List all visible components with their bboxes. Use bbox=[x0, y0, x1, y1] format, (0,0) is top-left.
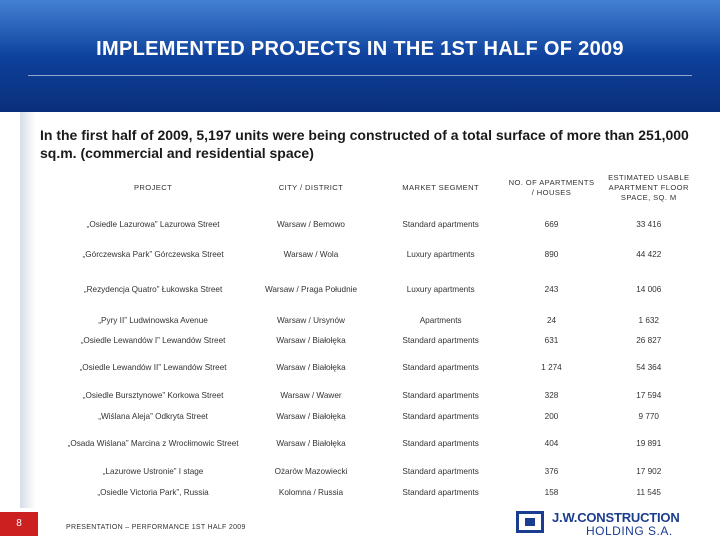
cell-project: „Górczewska Park” Górczewska Street bbox=[82, 249, 224, 259]
cell-floor-space: 14 006 bbox=[636, 284, 662, 294]
cell-floor-space: 17 594 bbox=[636, 390, 662, 400]
cell-project: „Osiedle Lewandów I” Lewandów Street bbox=[80, 335, 226, 345]
cell-project: „Pyry II” Ludwinowska Avenue bbox=[98, 315, 208, 325]
cell-segment: Luxury apartments bbox=[406, 249, 475, 259]
table-row: „Osiedle Lazurowa” Lazurowa Street Warsa… bbox=[60, 208, 700, 240]
cell-segment: Standard apartments bbox=[402, 487, 479, 497]
cell-floor-space: 33 416 bbox=[636, 219, 662, 229]
header-floor-space: ESTIMATED USABLE APARTMENT FLOOR SPACE, … bbox=[608, 173, 690, 202]
header-city: CITY / DISTRICT bbox=[278, 183, 344, 192]
cell-floor-space: 26 827 bbox=[636, 335, 662, 345]
cell-project: „Osada Wiślana” Marcina z Wrocłimowic St… bbox=[67, 438, 239, 448]
table-row: „Osiedle Bursztynowe” Korkowa Street War… bbox=[60, 384, 700, 406]
cell-city: Warsaw / Ursynów bbox=[277, 315, 345, 325]
cell-floor-space: 11 545 bbox=[636, 487, 661, 497]
cell-city: Warsaw / Wawer bbox=[280, 390, 342, 400]
logo-name: J.W.CONSTRUCTION bbox=[552, 510, 680, 525]
cell-floor-space: 54 364 bbox=[636, 362, 662, 372]
company-logo: J.W.CONSTRUCTION HOLDING S.A. bbox=[516, 510, 706, 538]
cell-units: 376 bbox=[544, 466, 559, 476]
header-project: PROJECT bbox=[133, 183, 173, 192]
cell-floor-space: 17 902 bbox=[636, 466, 662, 476]
cell-city: Warsaw / Białołęka bbox=[276, 438, 346, 448]
logo-mark-inner bbox=[525, 518, 535, 526]
cell-city: Ożarów Mazowiecki bbox=[274, 466, 348, 476]
table-row: „Pyry II” Ludwinowska Avenue Warsaw / Ur… bbox=[60, 310, 700, 330]
cell-project: „Rezydencja Quatro” Łukowska Street bbox=[83, 284, 223, 294]
cell-units: 1 274 bbox=[541, 362, 562, 372]
cell-segment: Standard apartments bbox=[402, 219, 479, 229]
cell-floor-space: 44 422 bbox=[636, 249, 662, 259]
table-row: „Rezydencja Quatro” Łukowska Street Wars… bbox=[60, 268, 700, 310]
title-divider bbox=[28, 75, 692, 76]
cell-project: „Lazurowe Ustronie” I stage bbox=[102, 466, 204, 476]
table-row: „Osiedle Lewandów I” Lewandów Street War… bbox=[60, 330, 700, 350]
cell-units: 890 bbox=[544, 249, 559, 259]
table-row: „Osiedle Victoria Park”, Russia Kolomna … bbox=[60, 482, 700, 502]
cell-units: 669 bbox=[544, 219, 559, 229]
cell-segment: Standard apartments bbox=[402, 438, 479, 448]
cell-segment: Standard apartments bbox=[402, 411, 479, 421]
header-shine bbox=[0, 0, 720, 56]
content-panel bbox=[20, 112, 701, 508]
logo-sub: HOLDING S.A. bbox=[586, 524, 673, 538]
cell-city: Warsaw / Bemowo bbox=[277, 219, 345, 229]
cell-floor-space: 1 632 bbox=[638, 315, 660, 325]
cell-units: 200 bbox=[544, 411, 559, 421]
intro-text: In the first half of 2009, 5,197 units w… bbox=[40, 127, 689, 161]
cell-segment: Apartments bbox=[419, 315, 462, 325]
table-row: „Osiedle Lewandów II” Lewandów Street Wa… bbox=[60, 350, 700, 384]
cell-project: „Wiślana Aleja” Odkryta Street bbox=[98, 411, 208, 421]
table-header-row: PROJECT CITY / DISTRICT MARKET SEGMENT N… bbox=[60, 168, 700, 208]
cell-floor-space: 19 891 bbox=[636, 438, 662, 448]
cell-units: 404 bbox=[544, 438, 559, 448]
cell-segment: Standard apartments bbox=[402, 362, 479, 372]
header-units: NO. OF APARTMENTS / HOUSES bbox=[508, 178, 595, 197]
cell-project: „Osiedle Bursztynowe” Korkowa Street bbox=[82, 390, 224, 400]
table-row: „Osada Wiślana” Marcina z Wrocłimowic St… bbox=[60, 426, 700, 460]
cell-units: 24 bbox=[546, 315, 557, 325]
cell-units: 158 bbox=[544, 487, 559, 497]
cell-city: Kolomna / Russia bbox=[278, 487, 344, 497]
cell-project: „Osiedle Lazurowa” Lazurowa Street bbox=[86, 219, 220, 229]
panel-shadow bbox=[20, 112, 36, 508]
cell-city: Warsaw / Wola bbox=[283, 249, 339, 259]
cell-units: 243 bbox=[544, 284, 559, 294]
logo-mark-icon bbox=[516, 511, 544, 533]
cell-segment: Standard apartments bbox=[402, 335, 479, 345]
cell-units: 631 bbox=[544, 335, 559, 345]
cell-segment: Standard apartments bbox=[402, 390, 479, 400]
cell-city: Warsaw / Białołęka bbox=[276, 362, 346, 372]
slide-header: IMPLEMENTED PROJECTS IN THE 1ST HALF OF … bbox=[0, 0, 720, 112]
footer-text: PRESENTATION – PERFORMANCE 1ST HALF 2009 bbox=[66, 524, 246, 531]
page-number: 8 bbox=[0, 512, 38, 536]
cell-city: Warsaw / Białołęka bbox=[276, 335, 346, 345]
cell-city: Warsaw / Praga Południe bbox=[264, 284, 358, 294]
table-row: „Wiślana Aleja” Odkryta Street Warsaw / … bbox=[60, 406, 700, 426]
cell-units: 328 bbox=[544, 390, 559, 400]
header-segment: MARKET SEGMENT bbox=[402, 183, 480, 192]
cell-segment: Luxury apartments bbox=[406, 284, 475, 294]
cell-project: „Osiedle Lewandów II” Lewandów Street bbox=[79, 362, 227, 372]
cell-segment: Standard apartments bbox=[402, 466, 479, 476]
cell-floor-space: 9 770 bbox=[638, 411, 660, 421]
projects-table: PROJECT CITY / DISTRICT MARKET SEGMENT N… bbox=[60, 168, 700, 502]
cell-city: Warsaw / Białołęka bbox=[276, 411, 346, 421]
table-row: „Lazurowe Ustronie” I stage Ożarów Mazow… bbox=[60, 460, 700, 482]
table-row: „Górczewska Park” Górczewska Street Wars… bbox=[60, 240, 700, 268]
cell-project: „Osiedle Victoria Park”, Russia bbox=[97, 487, 209, 497]
slide-title: IMPLEMENTED PROJECTS IN THE 1ST HALF OF … bbox=[96, 38, 624, 60]
